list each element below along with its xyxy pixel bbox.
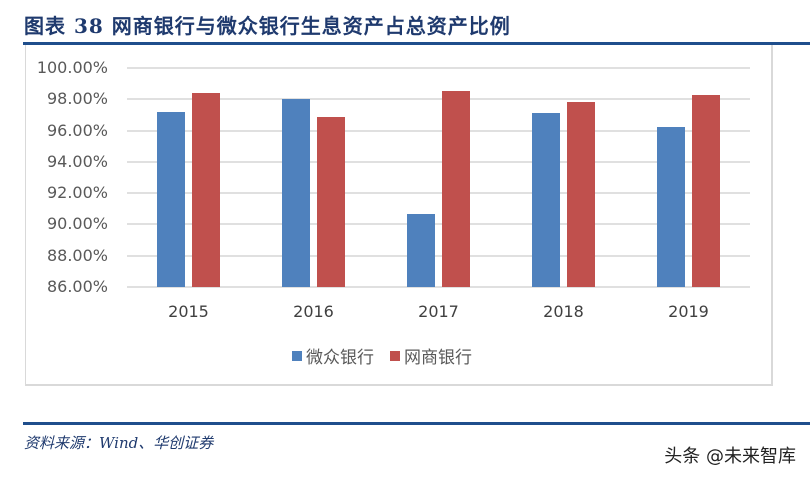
top-rule — [23, 42, 810, 45]
bar-2017-webank — [407, 214, 435, 287]
bottom-rule — [23, 422, 810, 425]
bar-2018-webank — [532, 113, 560, 287]
legend-item-mybank: 网商银行 — [390, 343, 472, 368]
gridline — [127, 254, 750, 257]
y-tick-label: 98.00% — [46, 89, 108, 109]
figure-title: 图表 38 网商银行与微众银行生息资产占总资产比例 — [24, 14, 511, 38]
bar-2019-webank — [657, 127, 685, 287]
watermark: 头条 @未来智库 — [664, 446, 796, 467]
x-tick-label: 2016 — [293, 302, 334, 321]
chart-frame — [25, 45, 773, 386]
y-tick-label: 100.00% — [36, 57, 108, 77]
bar-2016-mybank — [317, 117, 345, 287]
gridline — [127, 66, 750, 69]
legend-item-webank: 微众银行 — [292, 343, 374, 368]
y-tick-label: 90.00% — [46, 214, 108, 234]
bar-2015-webank — [157, 112, 185, 287]
y-tick-label: 96.00% — [46, 120, 108, 140]
gridline — [127, 223, 750, 226]
legend-label: 网商银行 — [404, 348, 472, 368]
gridline — [127, 98, 750, 101]
y-tick-label: 88.00% — [46, 245, 108, 265]
x-tick-label: 2015 — [168, 302, 209, 321]
y-tick-label: 94.00% — [46, 151, 108, 171]
legend-swatch-blue — [292, 350, 302, 361]
bar-2019-mybank — [692, 95, 720, 287]
source-note: 资料来源：Wind、华创证券 — [24, 434, 214, 452]
x-tick-label: 2019 — [668, 302, 709, 321]
x-tick-label: 2018 — [543, 302, 584, 321]
gridline — [127, 160, 750, 163]
bar-2018-mybank — [567, 102, 595, 287]
y-tick-label: 92.00% — [46, 183, 108, 203]
gridline — [127, 192, 750, 195]
bar-2015-mybank — [192, 93, 220, 287]
gridline — [127, 286, 750, 288]
legend-label: 微众银行 — [306, 348, 374, 368]
gridline — [127, 129, 750, 132]
x-tick-label: 2017 — [418, 302, 459, 321]
bar-2017-mybank — [442, 91, 470, 287]
bar-2016-webank — [282, 98, 310, 287]
legend-swatch-red — [390, 350, 400, 361]
y-tick-label: 86.00% — [46, 277, 108, 296]
chart-legend: 微众银行 网商银行 — [292, 343, 488, 368]
